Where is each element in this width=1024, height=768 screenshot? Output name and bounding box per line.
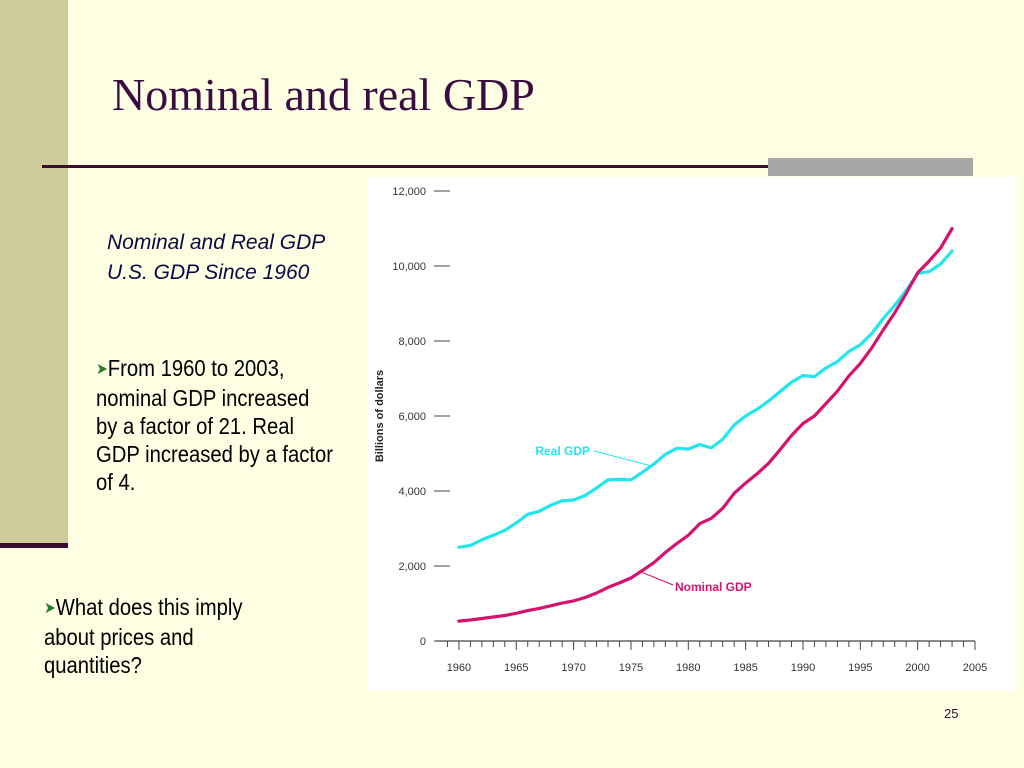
bullet-point-1: ➤From 1960 to 2003, nominal GDP increase… xyxy=(96,354,334,496)
bullet-arrow-icon: ➤ xyxy=(96,361,108,378)
left-accent-line xyxy=(0,543,68,548)
series-line-real-gdp xyxy=(457,249,954,549)
bullet-text-2: What does this imply about prices and qu… xyxy=(44,594,243,678)
x-tick-label: 1965 xyxy=(504,662,528,674)
x-tick-label: 1990 xyxy=(791,662,815,674)
y-tick-label: 2,000 xyxy=(398,561,426,573)
nominal-gdp-label: Nominal GDP xyxy=(675,580,752,594)
real-gdp-label: Real GDP xyxy=(535,444,590,458)
x-tick-label: 1995 xyxy=(848,662,872,674)
gdp-chart: 1960 1965 1970 1975 1980 1985 1990 1995 2000 2005… xyxy=(368,177,1015,691)
left-accent-band xyxy=(0,0,68,548)
y-tick-label: 0 xyxy=(420,636,426,648)
decorative-gray-bar xyxy=(768,158,973,176)
slide-title: Nominal and real GDP xyxy=(112,69,535,120)
real-gdp-leader-line xyxy=(593,450,653,467)
series-line-nominal-gdp xyxy=(457,226,954,623)
bullet-text-1: From 1960 to 2003, nominal GDP increased… xyxy=(96,355,334,495)
x-tick-label: 1975 xyxy=(619,662,643,674)
x-tick-label: 2000 xyxy=(905,662,929,674)
y-tick-label: 8,000 xyxy=(398,336,426,348)
x-tick-label: 1980 xyxy=(676,662,700,674)
gdp-chart-svg: 1960 1965 1970 1975 1980 1985 1990 1995 2000 2005… xyxy=(374,186,987,674)
y-tick-label: 12,000 xyxy=(392,186,426,198)
chart-caption: Nominal and Real GDP U.S. GDP Since 1960 xyxy=(107,231,325,284)
page-number: 25 xyxy=(944,706,959,721)
x-tick-label: 1985 xyxy=(733,662,757,674)
nominal-gdp-leader-line xyxy=(642,572,674,586)
y-tick-label: 6,000 xyxy=(398,411,426,423)
bullet-point-2: ➤What does this imply about prices and q… xyxy=(44,593,255,679)
x-tick-label: 1970 xyxy=(561,662,585,674)
x-tick-label: 1960 xyxy=(447,662,471,674)
bullet-arrow-icon: ➤ xyxy=(44,600,56,617)
title-divider xyxy=(42,165,972,168)
y-tick-label: 10,000 xyxy=(392,261,426,273)
y-tick-label: 4,000 xyxy=(398,486,426,498)
x-tick-label: 2005 xyxy=(963,662,987,674)
y-axis-title: Billions of dollars xyxy=(374,370,386,462)
